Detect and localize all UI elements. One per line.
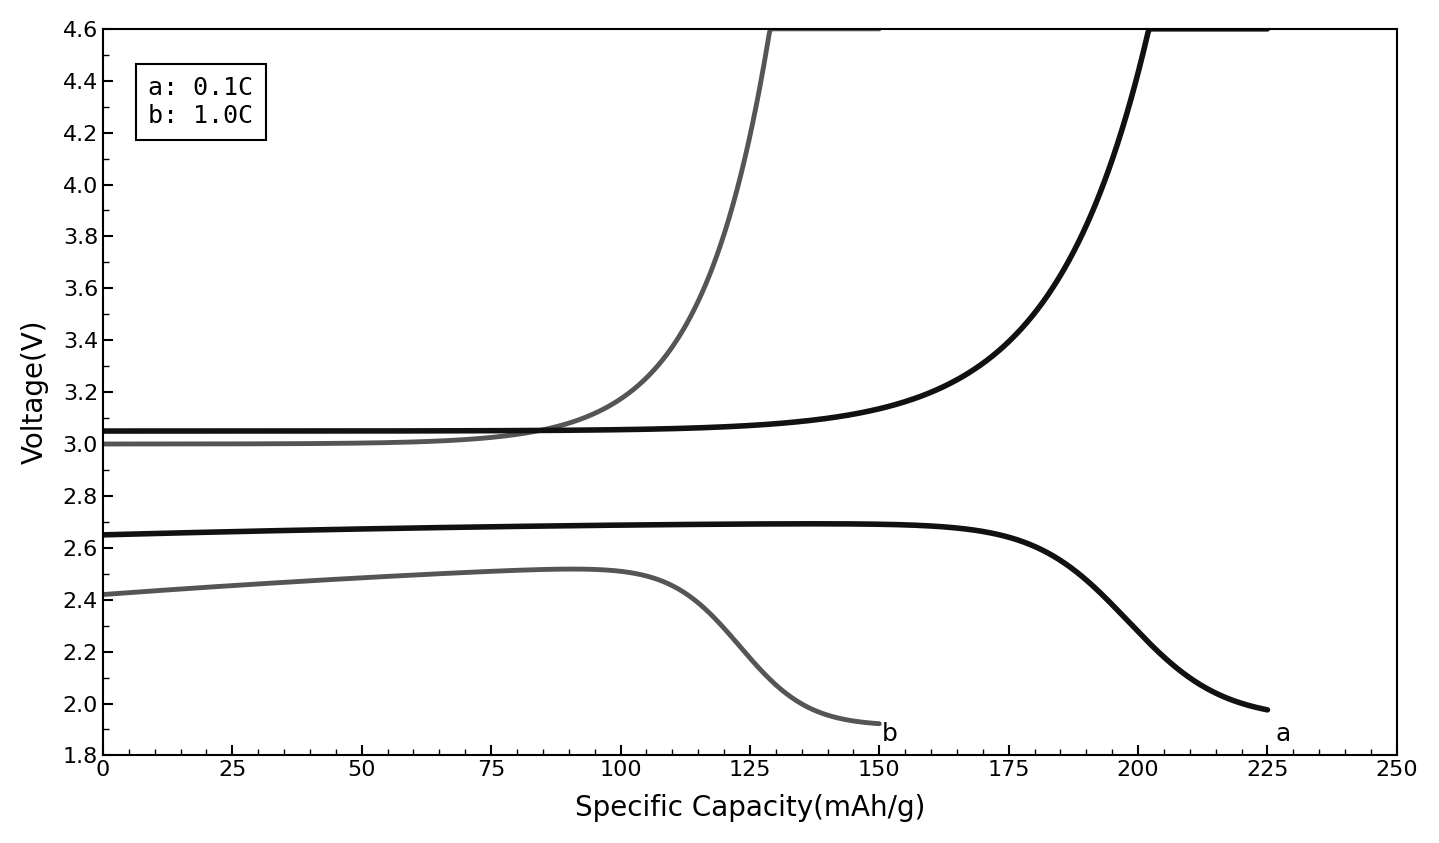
Text: a: a (1275, 722, 1291, 746)
Text: a: 0.1C
b: 1.0C: a: 0.1C b: 1.0C (148, 76, 253, 128)
X-axis label: Specific Capacity(mAh/g): Specific Capacity(mAh/g) (574, 794, 925, 822)
Y-axis label: Voltage(V): Voltage(V) (20, 319, 49, 464)
Text: b: b (882, 722, 898, 746)
